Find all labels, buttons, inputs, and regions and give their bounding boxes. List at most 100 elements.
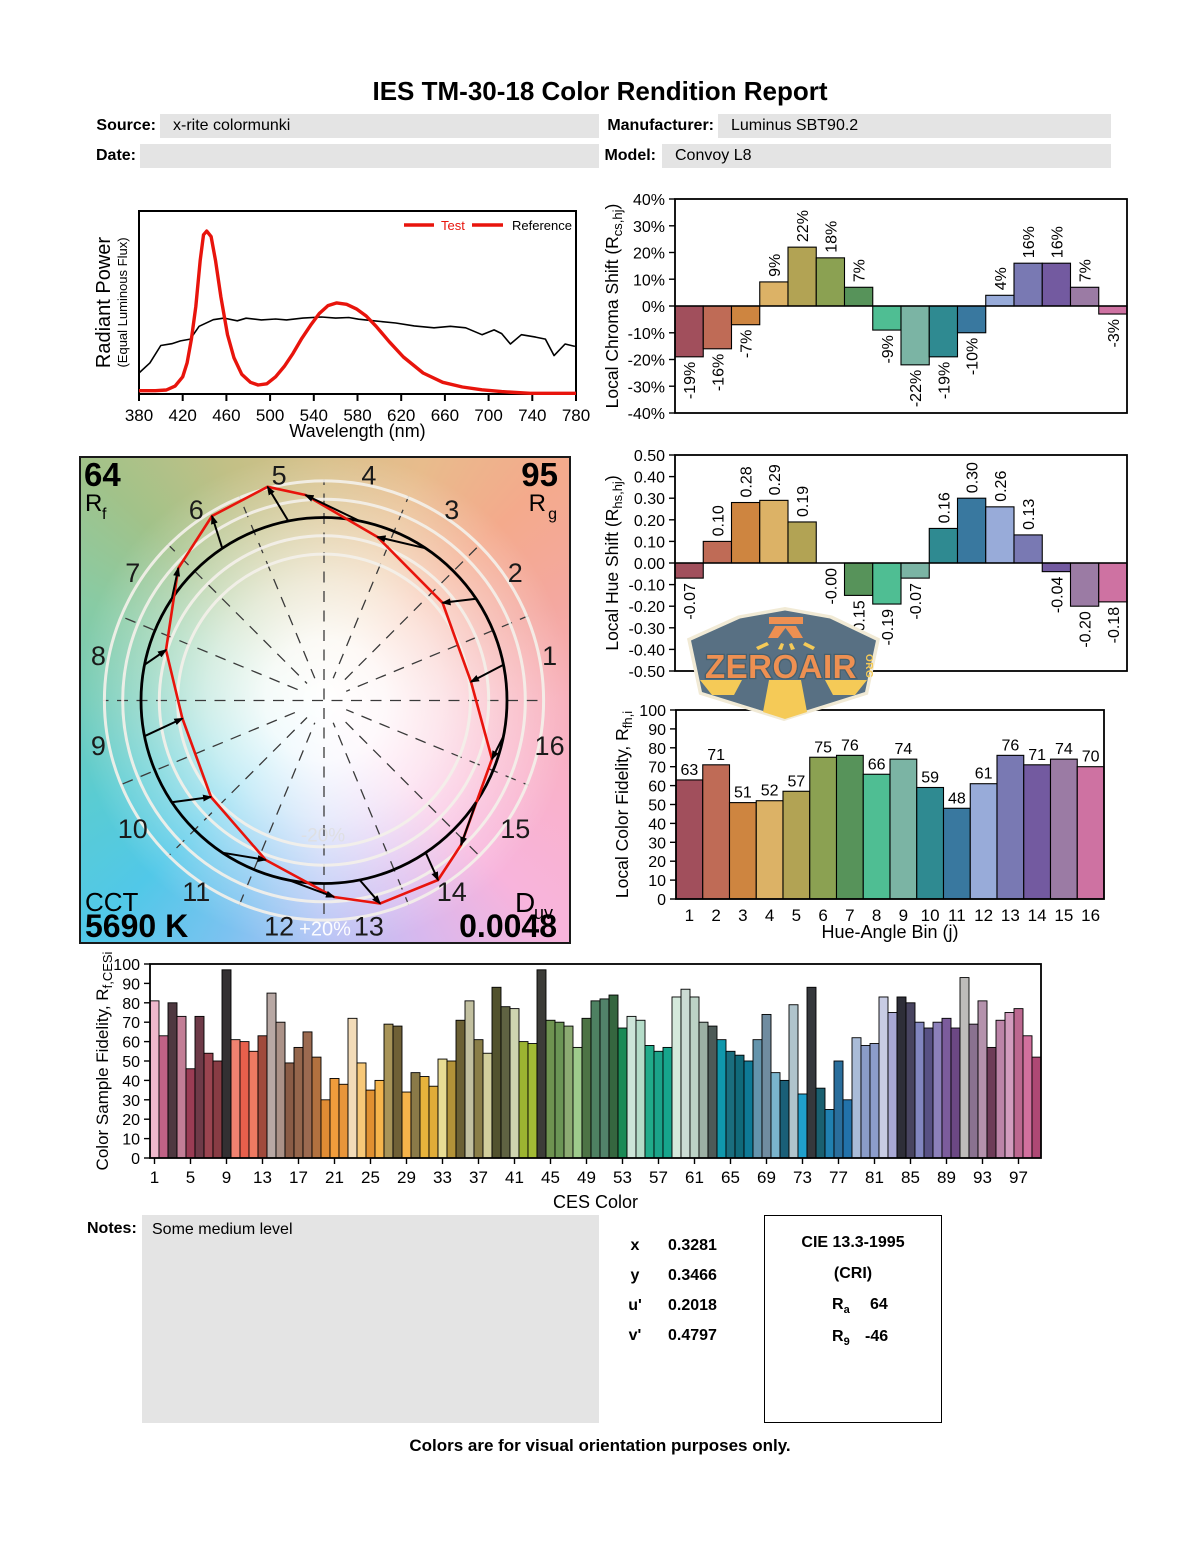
svg-text:9: 9 xyxy=(91,731,106,761)
svg-text:66: 66 xyxy=(868,756,886,773)
svg-text:-20%: -20% xyxy=(301,826,345,847)
svg-text:14: 14 xyxy=(1028,906,1047,925)
svg-text:420: 420 xyxy=(169,406,197,425)
svg-text:17: 17 xyxy=(289,1168,308,1187)
svg-text:-10%: -10% xyxy=(965,338,982,375)
svg-text:9: 9 xyxy=(222,1168,231,1187)
svg-text:0: 0 xyxy=(657,892,666,909)
svg-text:Reference: Reference xyxy=(512,218,572,233)
svg-text:f: f xyxy=(102,506,107,523)
svg-text:-19%: -19% xyxy=(682,362,699,399)
svg-text:69: 69 xyxy=(757,1168,776,1187)
svg-text:4: 4 xyxy=(361,460,376,490)
svg-text:89: 89 xyxy=(937,1168,956,1187)
svg-text:10: 10 xyxy=(118,814,148,844)
svg-text:52: 52 xyxy=(761,783,779,800)
svg-text:-0.40: -0.40 xyxy=(629,642,666,659)
svg-text:9%: 9% xyxy=(767,254,784,277)
svg-text:D: D xyxy=(515,887,535,918)
svg-text:-0.20: -0.20 xyxy=(629,599,666,616)
svg-text:45: 45 xyxy=(541,1168,560,1187)
svg-text:30: 30 xyxy=(122,1093,140,1110)
svg-text:740: 740 xyxy=(518,406,546,425)
svg-text:50: 50 xyxy=(122,1054,140,1071)
svg-text:60: 60 xyxy=(122,1035,140,1052)
svg-text:-22%: -22% xyxy=(908,370,925,407)
svg-text:80: 80 xyxy=(648,741,666,758)
svg-text:65: 65 xyxy=(721,1168,740,1187)
svg-text:+20%: +20% xyxy=(299,919,351,941)
svg-text:21: 21 xyxy=(325,1168,344,1187)
svg-text:57: 57 xyxy=(787,773,805,790)
svg-text:48: 48 xyxy=(948,790,966,807)
svg-text:-0.00: -0.00 xyxy=(823,568,840,605)
svg-text:95: 95 xyxy=(521,456,558,493)
svg-text:40%: 40% xyxy=(633,192,665,209)
svg-text:ORG: ORG xyxy=(863,654,874,678)
svg-text:Local Color Fidelity, Rfh,i: Local Color Fidelity, Rfh,i xyxy=(612,711,635,898)
svg-text:76: 76 xyxy=(841,737,859,754)
svg-text:-7%: -7% xyxy=(739,330,756,358)
svg-text:460: 460 xyxy=(212,406,240,425)
svg-text:16%: 16% xyxy=(1049,226,1066,258)
svg-text:75: 75 xyxy=(814,739,832,756)
svg-text:10%: 10% xyxy=(633,272,665,289)
svg-text:0.30: 0.30 xyxy=(634,491,665,508)
svg-text:620: 620 xyxy=(387,406,415,425)
svg-text:g: g xyxy=(548,506,557,523)
svg-text:13: 13 xyxy=(253,1168,272,1187)
svg-text:70: 70 xyxy=(1082,749,1100,766)
svg-text:-0.30: -0.30 xyxy=(629,621,666,638)
svg-text:Local Chroma Shift (Rcs,hj): Local Chroma Shift (Rcs,hj) xyxy=(602,204,625,409)
svg-text:700: 700 xyxy=(474,406,502,425)
svg-text:780: 780 xyxy=(562,406,590,425)
svg-text:50: 50 xyxy=(648,798,666,815)
svg-text:40: 40 xyxy=(648,816,666,833)
svg-text:97: 97 xyxy=(1009,1168,1028,1187)
svg-text:57: 57 xyxy=(649,1168,668,1187)
svg-text:Radiant Power: Radiant Power xyxy=(93,237,115,369)
svg-text:-3%: -3% xyxy=(1106,319,1123,347)
svg-text:Wavelength (nm): Wavelength (nm) xyxy=(289,421,425,441)
svg-text:15: 15 xyxy=(500,814,530,844)
svg-text:-9%: -9% xyxy=(880,335,897,363)
svg-text:81: 81 xyxy=(865,1168,884,1187)
svg-text:10: 10 xyxy=(648,873,666,890)
svg-text:80: 80 xyxy=(122,996,140,1013)
svg-text:11: 11 xyxy=(948,906,966,925)
svg-text:77: 77 xyxy=(829,1168,848,1187)
svg-text:0.19: 0.19 xyxy=(795,486,812,517)
svg-text:13: 13 xyxy=(1001,906,1020,925)
svg-text:7%: 7% xyxy=(852,259,869,282)
svg-text:5690 K: 5690 K xyxy=(85,908,188,944)
svg-text:4: 4 xyxy=(765,906,774,925)
svg-text:ZEROAIR: ZEROAIR xyxy=(705,648,857,685)
svg-text:0.16: 0.16 xyxy=(936,492,953,523)
svg-text:4%: 4% xyxy=(993,267,1010,290)
svg-text:-0.07: -0.07 xyxy=(682,583,699,620)
svg-text:Test: Test xyxy=(441,218,465,233)
svg-text:20: 20 xyxy=(648,854,666,871)
svg-text:70: 70 xyxy=(122,1015,140,1032)
svg-text:76: 76 xyxy=(1001,737,1019,754)
svg-text:-0.10: -0.10 xyxy=(629,578,666,595)
svg-text:14: 14 xyxy=(437,877,467,907)
svg-text:2: 2 xyxy=(508,558,523,588)
svg-text:Local Hue Shift (Rhs,hj): Local Hue Shift (Rhs,hj) xyxy=(602,475,625,650)
svg-text:0.10: 0.10 xyxy=(710,505,727,536)
svg-text:30%: 30% xyxy=(633,219,665,236)
svg-text:6: 6 xyxy=(189,495,204,525)
svg-text:0.26: 0.26 xyxy=(993,471,1010,502)
svg-text:500: 500 xyxy=(256,406,284,425)
svg-text:100: 100 xyxy=(639,703,666,720)
svg-text:13: 13 xyxy=(354,912,384,942)
svg-text:90: 90 xyxy=(648,722,666,739)
svg-text:10: 10 xyxy=(921,906,940,925)
svg-text:580: 580 xyxy=(343,406,371,425)
svg-text:12: 12 xyxy=(264,912,294,942)
svg-text:16: 16 xyxy=(1081,906,1100,925)
svg-text:61: 61 xyxy=(685,1168,704,1187)
svg-text:8: 8 xyxy=(91,641,106,671)
svg-text:660: 660 xyxy=(431,406,459,425)
svg-text:33: 33 xyxy=(433,1168,452,1187)
